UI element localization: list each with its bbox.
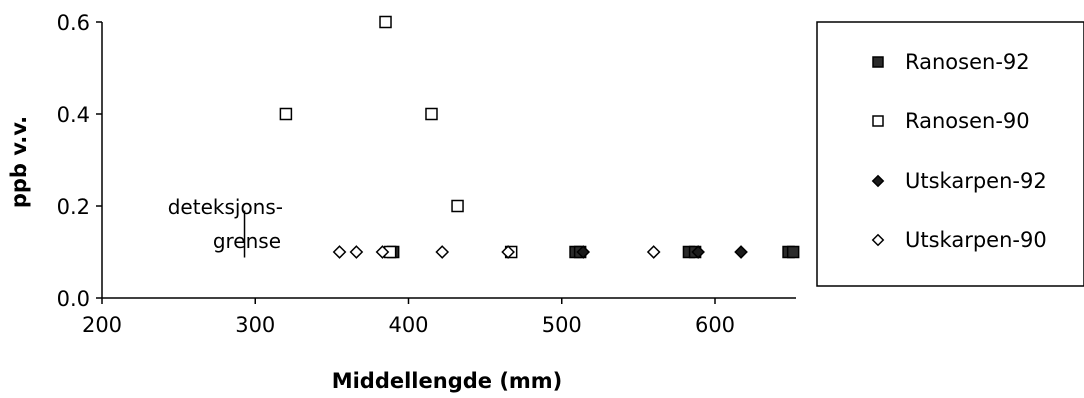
point-utskarpen-92 bbox=[734, 245, 748, 259]
x-tick-label: 500 bbox=[542, 313, 582, 337]
legend-marker-ranosen-90 bbox=[872, 115, 884, 127]
legend: Ranosen-92 Ranosen-90 Utskarpen-92 Utskarpe… bbox=[816, 21, 1084, 287]
legend-label-utskarpen-92: Utskarpen-92 bbox=[905, 169, 1047, 193]
x-tick-label: 600 bbox=[695, 313, 735, 337]
legend-marker-utskarpen-92 bbox=[871, 174, 885, 188]
point-utskarpen-90 bbox=[501, 245, 515, 259]
annotation-line-1: deteksjons- bbox=[168, 195, 283, 219]
legend-marker-ranosen-92 bbox=[872, 56, 884, 68]
legend-label-ranosen-92: Ranosen-92 bbox=[905, 50, 1030, 74]
point-utskarpen-92 bbox=[576, 245, 591, 259]
point-ranosen-90 bbox=[451, 199, 464, 213]
x-tick-label: 300 bbox=[235, 313, 275, 337]
y-tick-label: 0.2 bbox=[57, 195, 90, 219]
legend-label-ranosen-90: Ranosen-90 bbox=[905, 109, 1030, 133]
point-ranosen-92 bbox=[786, 245, 800, 259]
y-axis-ticks: 0.0 0.2 0.4 0.6 bbox=[57, 11, 102, 311]
point-utskarpen-90 bbox=[349, 245, 364, 259]
y-tick-label: 0.0 bbox=[57, 287, 90, 311]
x-axis-title: Middellengde (mm) bbox=[332, 369, 563, 393]
detection-limit-annotation: deteksjons- grense bbox=[168, 195, 283, 258]
legend-box bbox=[816, 21, 1084, 287]
point-ranosen-90 bbox=[279, 107, 293, 121]
y-axis-title: ppb v.v. bbox=[7, 116, 31, 208]
annotation-line-2: grense bbox=[213, 229, 281, 253]
legend-marker-utskarpen-90 bbox=[871, 233, 885, 247]
axes bbox=[101, 22, 796, 299]
point-utskarpen-92 bbox=[691, 245, 705, 259]
y-tick-label: 0.6 bbox=[57, 11, 90, 35]
point-utskarpen-90 bbox=[375, 245, 390, 259]
point-utskarpen-90 bbox=[332, 245, 347, 259]
point-ranosen-90 bbox=[379, 15, 392, 29]
point-ranosen-90 bbox=[425, 107, 438, 121]
x-tick-label: 200 bbox=[82, 313, 122, 337]
y-tick-label: 0.4 bbox=[57, 103, 90, 127]
point-utskarpen-90 bbox=[435, 245, 450, 259]
x-tick-label: 400 bbox=[388, 313, 428, 337]
legend-label-utskarpen-90: Utskarpen-90 bbox=[905, 228, 1047, 252]
x-axis-ticks: 200 300 400 500 600 bbox=[82, 298, 735, 337]
data-points bbox=[279, 15, 800, 259]
point-utskarpen-90 bbox=[646, 245, 661, 259]
